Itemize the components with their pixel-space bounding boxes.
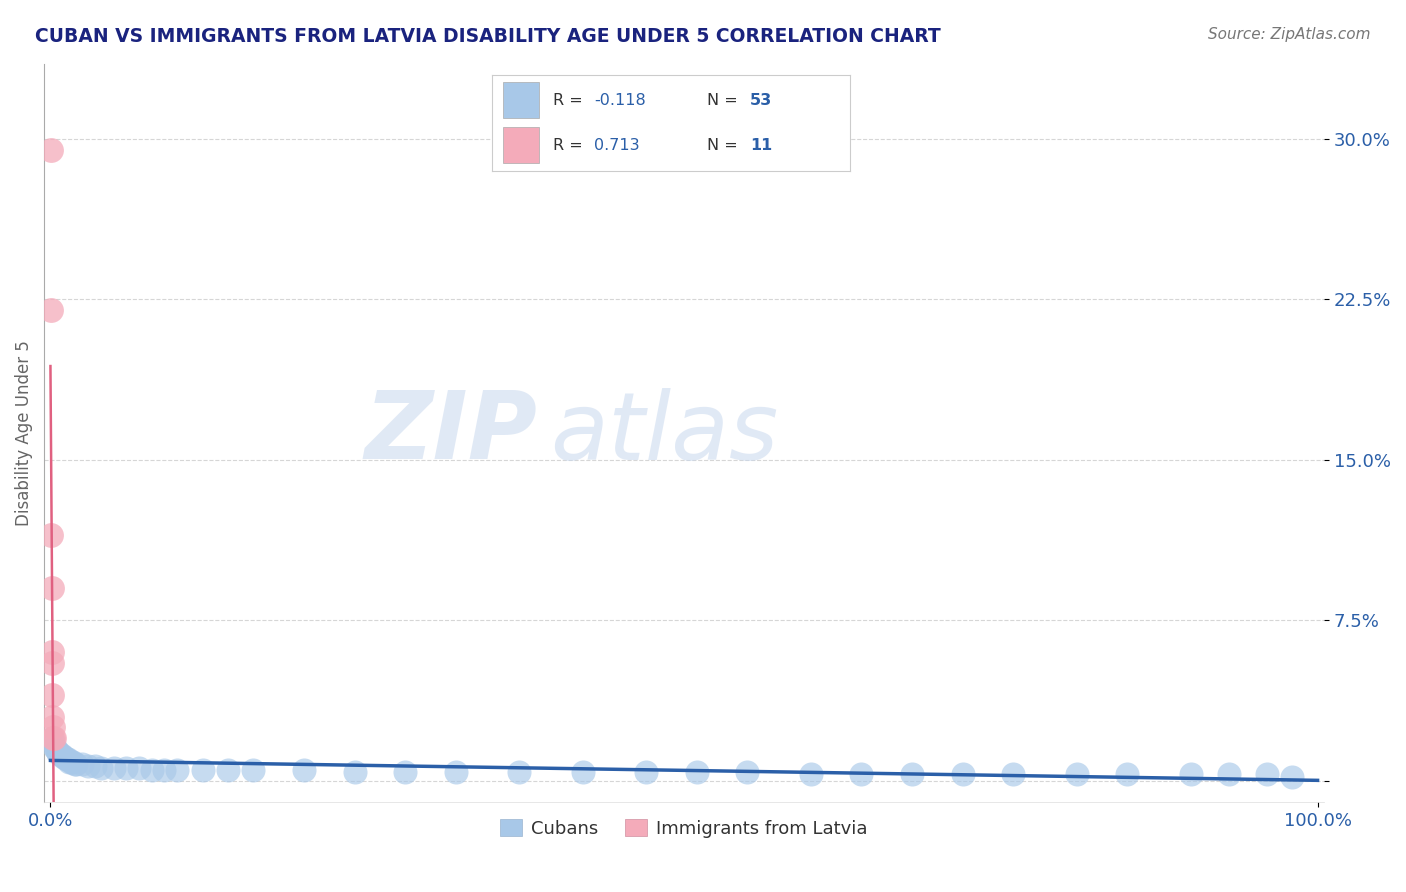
Point (77, 759, 100, 773)
Point (41, 656, 63, 670)
Point (70, 756, 93, 771)
Point (56, 752, 79, 766)
Point (128, 761, 150, 775)
Point (634, 765, 657, 780)
Point (46, 746, 69, 760)
Point (59, 755, 82, 769)
Point (115, 761, 138, 775)
Point (44, 731, 66, 745)
Point (56, 752, 79, 766)
Point (42, 720, 65, 734)
Point (41, 582, 63, 596)
Point (508, 765, 530, 780)
Point (800, 767, 823, 781)
Point (1218, 767, 1240, 781)
Point (901, 767, 924, 781)
Point (51, 748, 73, 763)
Point (48, 746, 70, 760)
Text: CUBAN VS IMMIGRANTS FROM LATVIA DISABILITY AGE UNDER 5 CORRELATION CHART: CUBAN VS IMMIGRANTS FROM LATVIA DISABILI… (35, 27, 941, 45)
Point (42, 735, 65, 749)
Point (52, 750, 75, 764)
Point (686, 765, 709, 780)
Point (1066, 767, 1088, 781)
Point (44, 739, 66, 754)
Point (55, 752, 77, 766)
Point (41, 731, 63, 745)
Point (41, 688, 63, 702)
Legend: Cubans, Immigrants from Latvia: Cubans, Immigrants from Latvia (494, 813, 875, 845)
Point (851, 767, 873, 781)
Point (63, 756, 86, 771)
Point (39, 143, 62, 157)
Point (952, 767, 974, 781)
Point (45, 744, 67, 758)
Point (41, 528, 63, 542)
Point (65, 756, 87, 771)
Y-axis label: Disability Age Under 5: Disability Age Under 5 (15, 340, 32, 526)
Point (394, 765, 416, 780)
Point (62, 755, 84, 769)
Point (90, 761, 112, 775)
Point (41, 709, 63, 723)
Point (191, 763, 214, 777)
Point (39, 303, 62, 318)
Point (141, 763, 163, 777)
Point (83, 759, 105, 773)
Point (53, 750, 76, 764)
Point (49, 748, 72, 763)
Point (44, 741, 66, 756)
Point (41, 645, 63, 659)
Point (292, 763, 315, 777)
Point (60, 755, 83, 769)
Point (571, 765, 593, 780)
Point (444, 765, 467, 780)
Point (103, 761, 125, 775)
Point (153, 763, 176, 777)
Point (737, 765, 759, 780)
Point (166, 763, 188, 777)
Point (58, 755, 80, 769)
Text: Source: ZipAtlas.com: Source: ZipAtlas.com (1208, 27, 1371, 42)
Point (1281, 770, 1303, 784)
Point (1002, 767, 1025, 781)
Point (1116, 767, 1139, 781)
Point (242, 763, 264, 777)
Point (1256, 767, 1278, 781)
Point (343, 765, 366, 780)
Point (1180, 767, 1202, 781)
Point (217, 763, 239, 777)
Point (42, 731, 65, 745)
Text: atlas: atlas (550, 388, 778, 479)
Text: ZIP: ZIP (364, 387, 537, 479)
